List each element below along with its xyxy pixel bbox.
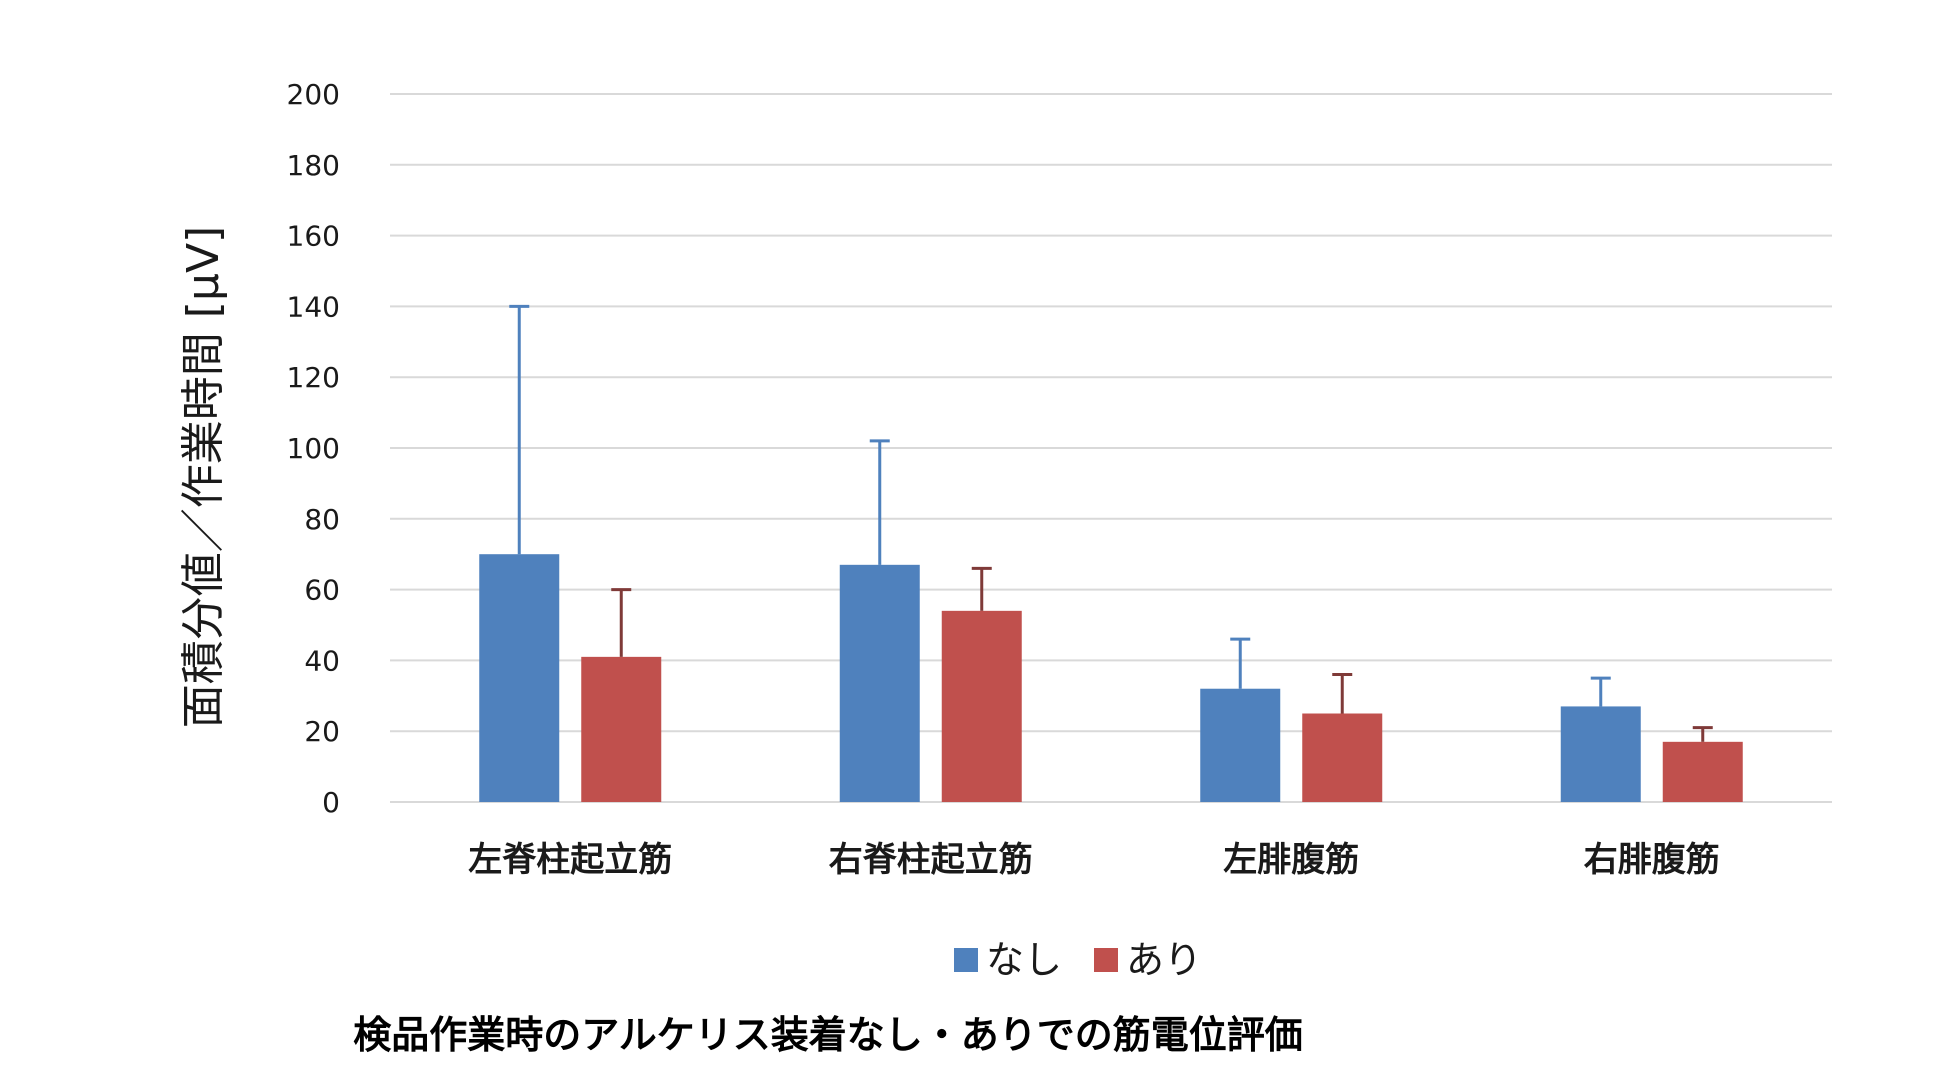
x-category-label: 左腓腹筋 [1223, 840, 1359, 880]
y-tick-label: 0 [322, 786, 340, 819]
y-axis-ticks: 0 20 40 60 80 100 120 140 160 180 200 [287, 78, 340, 819]
y-tick-label: 80 [304, 503, 340, 536]
legend-label: あり [1126, 938, 1202, 982]
bar-nashi [839, 564, 920, 802]
y-tick-label: 200 [287, 78, 340, 111]
legend-label: なし [986, 938, 1062, 982]
chart-caption: 検品作業時のアルケリス装着なし・ありでの筋電位評価 [353, 1013, 1303, 1057]
bar-ari [1662, 741, 1743, 802]
y-tick-label: 180 [287, 149, 340, 182]
legend-swatch [954, 948, 978, 972]
bar-ari [1302, 713, 1383, 802]
y-tick-label: 60 [304, 574, 340, 607]
bar-ari [581, 656, 662, 802]
y-tick-label: 140 [287, 290, 340, 323]
error-bars [509, 304, 1713, 742]
y-tick-label: 160 [287, 220, 340, 253]
bar-nashi [1560, 706, 1641, 802]
legend: なし あり [954, 938, 1202, 982]
x-category-label: 左脊柱起立筋 [468, 840, 672, 880]
y-tick-label: 100 [287, 432, 340, 465]
y-tick-label: 120 [287, 361, 340, 394]
x-axis-categories: 左脊柱起立筋 右脊柱起立筋 左腓腹筋 右腓腹筋 [468, 840, 1720, 880]
bar-ari [941, 610, 1022, 802]
legend-swatch [1094, 948, 1118, 972]
x-category-label: 右脊柱起立筋 [829, 840, 1033, 880]
bars [479, 554, 1743, 802]
x-category-label: 右腓腹筋 [1584, 840, 1720, 880]
y-tick-label: 20 [304, 715, 340, 748]
bar-nashi [479, 554, 560, 802]
bar-nashi [1200, 688, 1281, 802]
y-axis-label: 面積分値／作業時間 [μV] [178, 226, 229, 728]
y-tick-label: 40 [304, 644, 340, 677]
